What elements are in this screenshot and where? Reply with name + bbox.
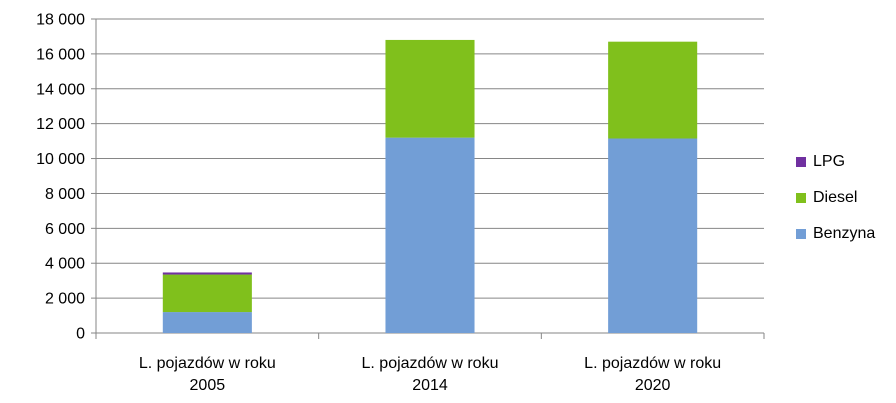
y-tick-label: 0 [76, 326, 85, 343]
bar-diesel-2014 [385, 39, 475, 138]
y-tick-label: 6 000 [45, 221, 85, 238]
legend-label-lpg: LPG [813, 153, 846, 170]
legend-item-benzyna: Benzyna [796, 224, 896, 244]
x-category-label: L. pojazdów w roku [362, 355, 499, 372]
legend-item-lpg: LPG [796, 152, 896, 172]
bar-diesel-2005 [162, 274, 252, 313]
legend-item-diesel: Diesel [796, 188, 896, 208]
y-tick-label: 18 000 [36, 12, 85, 29]
bar-diesel-2020 [608, 41, 698, 139]
legend-swatch-diesel [796, 193, 806, 203]
y-tick-label: 4 000 [45, 256, 85, 273]
legend-label-diesel: Diesel [813, 189, 858, 206]
chart-legend: LPG Diesel Benzyna [796, 152, 896, 260]
bar-benzyna-2020 [608, 138, 698, 333]
y-tick-label: 16 000 [36, 46, 85, 63]
x-category-label: 2020 [635, 377, 671, 394]
y-tick-label: 12 000 [36, 116, 85, 133]
y-tick-label: 10 000 [36, 151, 85, 168]
x-category-label: L. pojazdów w roku [139, 355, 276, 372]
x-category-label: 2014 [412, 377, 448, 394]
legend-swatch-lpg [796, 157, 806, 167]
bar-benzyna-2014 [385, 137, 475, 333]
legend-swatch-benzyna [796, 229, 806, 239]
y-tick-label: 14 000 [36, 81, 85, 98]
y-tick-label: 8 000 [45, 186, 85, 203]
bar-benzyna-2005 [162, 312, 252, 333]
bar-lpg-2005 [162, 272, 252, 275]
x-category-label: L. pojazdów w roku [584, 355, 721, 372]
legend-label-benzyna: Benzyna [813, 225, 876, 242]
x-category-label: 2005 [190, 377, 226, 394]
y-tick-label: 2 000 [45, 291, 85, 308]
